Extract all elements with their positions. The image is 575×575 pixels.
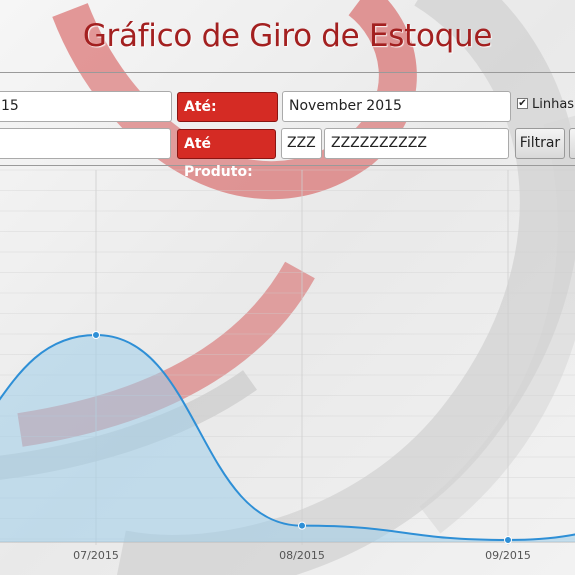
start-product-field[interactable] <box>0 128 171 159</box>
x-tick-label: 07/2015 <box>73 549 119 562</box>
lines-checkbox[interactable]: ✔ <box>517 98 528 109</box>
data-point-marker <box>298 521 306 530</box>
x-tick-label: 09/2015 <box>485 549 531 562</box>
filter-button[interactable]: Filtrar <box>515 128 565 159</box>
product-to-field[interactable]: ZZZZZZZZZZ <box>324 128 509 159</box>
data-point-marker <box>504 536 512 544</box>
until-product-label: Até Produto: <box>177 129 276 180</box>
page-title: Gráfico de Giro de Estoque <box>82 18 493 54</box>
x-axis-ticks: 07/2015 08/2015 09/2015 <box>73 549 531 562</box>
series-area <box>0 335 575 542</box>
x-tick-label: 08/2015 <box>279 549 325 562</box>
product-from-field[interactable]: ZZZ <box>281 128 322 159</box>
lines-checkbox-label: Linhas <box>532 97 575 112</box>
secondary-button[interactable] <box>569 128 575 159</box>
until-label: Até: <box>177 92 278 122</box>
series-markers <box>92 331 512 544</box>
start-month-field[interactable]: 15 <box>0 91 172 122</box>
end-month-field[interactable]: November 2015 <box>282 91 511 122</box>
data-point-marker <box>92 331 100 339</box>
series-line <box>0 333 575 542</box>
